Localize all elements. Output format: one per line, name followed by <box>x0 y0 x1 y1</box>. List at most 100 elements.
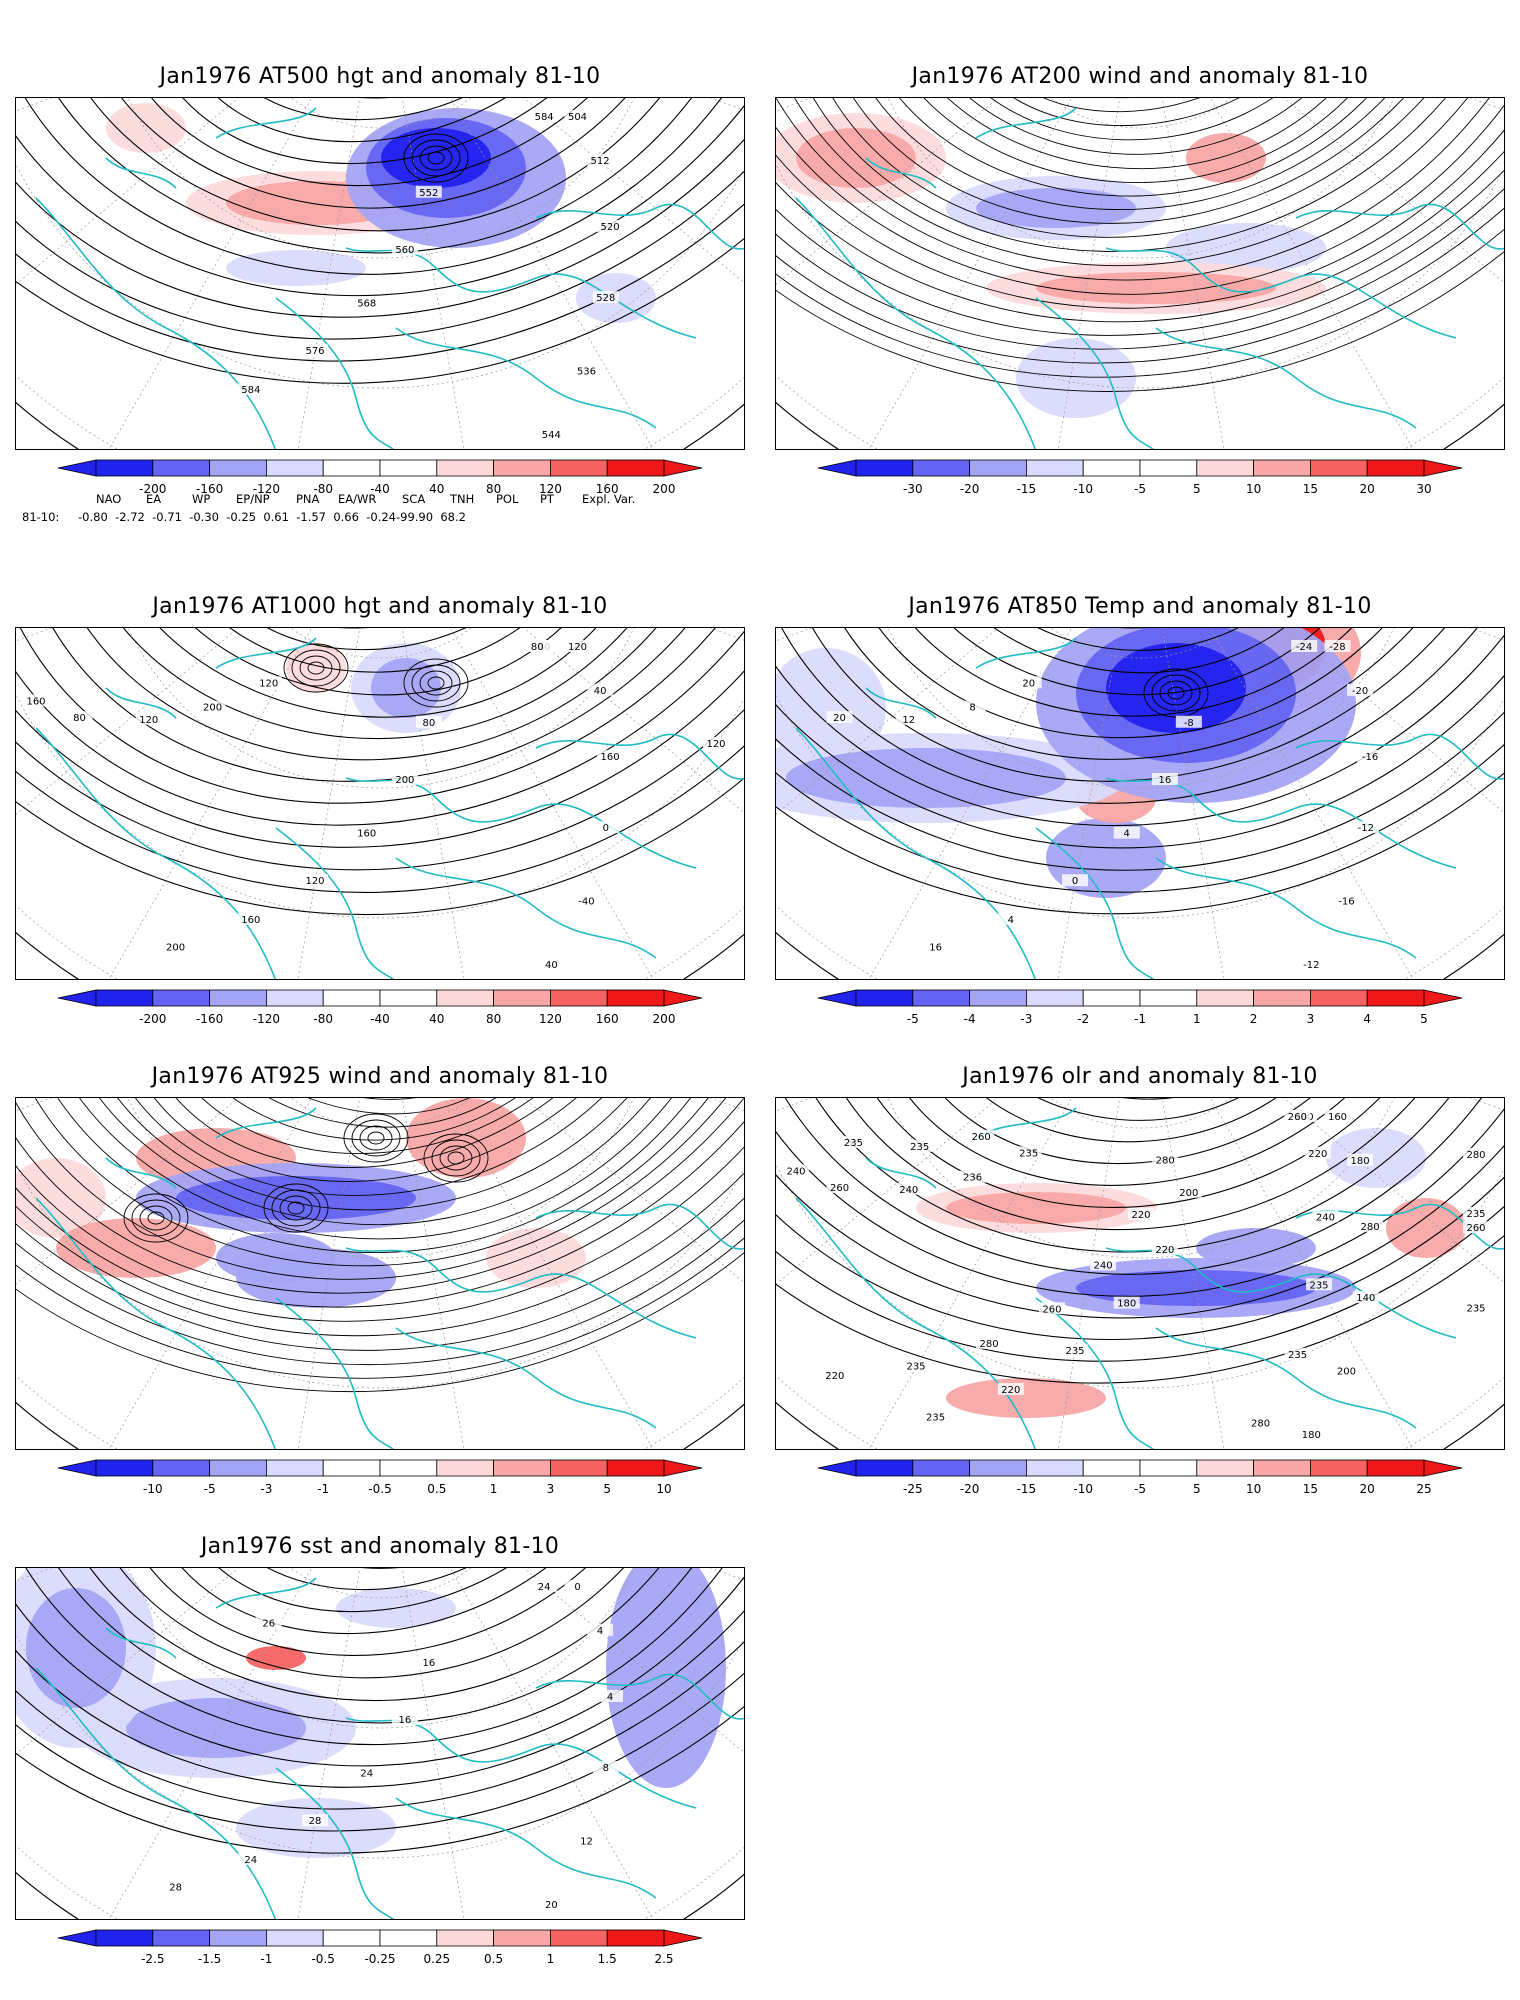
longitude-gridline <box>1140 98 1504 339</box>
contour-line <box>16 98 744 340</box>
contour-label: 260 <box>830 1183 849 1194</box>
contour-label: 20 <box>1022 678 1035 689</box>
closed-contour <box>439 1145 473 1171</box>
contour-label: 4 <box>607 1692 613 1703</box>
index-row-label: 81-10: <box>22 510 60 524</box>
contour-line <box>900 1098 1382 1165</box>
closed-contour <box>427 151 445 165</box>
coastline <box>215 637 317 669</box>
colorbar-arrow-right <box>1423 1459 1463 1477</box>
panel-sst: Jan1976 sst and anomaly 81-10 24 0 4 4 8 12 20… <box>0 1470 760 1990</box>
colorbar-tick-label: 20 <box>1359 1482 1375 1496</box>
contour-label-bg <box>1175 1185 1202 1198</box>
contour-line <box>20 628 742 782</box>
coastline <box>275 1297 397 1449</box>
contour-label: 160 <box>600 752 619 763</box>
streamline <box>173 1098 589 1141</box>
contour-label: 16 <box>422 1658 435 1669</box>
colorbar-tick-label: 120 <box>538 1012 562 1026</box>
contour-label-bg <box>237 912 264 925</box>
contour-label-bg <box>538 1898 565 1910</box>
closed-contour <box>139 1205 173 1231</box>
contour-label: 160 <box>357 829 376 840</box>
closed-contour <box>287 1201 305 1215</box>
colorbar-tick-label: -10 <box>142 1482 163 1496</box>
colorbar-labels: -5 -4 -3 -2 -1 1 2 3 4 5 <box>818 1012 1462 1028</box>
contour-line <box>776 628 1504 804</box>
contour-label-bg <box>1324 640 1351 652</box>
colorbar-tick-label: 0.5 <box>427 1482 447 1496</box>
coastline <box>105 687 177 719</box>
contour-label-bg <box>1298 958 1325 970</box>
colorbar-tick-label: 40 <box>429 1012 445 1026</box>
contour-label: 40 <box>545 960 558 971</box>
contour-label: 160 <box>241 915 260 926</box>
contour-label-bg <box>1151 1242 1178 1255</box>
panel-at850: Jan1976 AT850 Temp and anomaly 81-10 -24… <box>760 530 1520 1030</box>
index-header-row: NAO EA WP EP/NP PNA EA/WR SCA TNH POL PT… <box>22 492 722 508</box>
contour-line <box>16 628 744 826</box>
contour-label: 236 <box>963 1173 982 1184</box>
contour-label: 512 <box>591 156 610 167</box>
contour-label-bg <box>23 694 49 707</box>
coastline <box>535 1203 744 1250</box>
contour-label: 235 <box>1466 1304 1485 1315</box>
contour-label-bg <box>1015 676 1042 689</box>
contour-label: 235 <box>1309 1280 1328 1291</box>
contour-label-bg <box>1090 1258 1117 1271</box>
contour-line <box>776 1098 1504 1275</box>
contour-label: 8 <box>969 703 975 714</box>
colorbar-tick-label: 4 <box>1363 1012 1372 1026</box>
coastline <box>1035 297 1157 449</box>
contour-label-bg <box>968 1129 995 1142</box>
colorbar-segment <box>322 1929 381 1947</box>
contour-line <box>776 1098 1504 1384</box>
colorbar-arrow-left <box>817 459 857 477</box>
contour-label-bg <box>524 640 551 652</box>
contour-label: 220 <box>1155 1245 1174 1256</box>
streamline <box>776 98 1504 392</box>
contour-label-bg <box>162 1880 189 1893</box>
coastline <box>795 727 1037 979</box>
longitude-gridline <box>380 628 744 869</box>
colorbar-tick-label: 15 <box>1302 1482 1319 1496</box>
colorbar-tick-label: -40 <box>370 482 390 496</box>
colorbar-segment <box>606 1929 665 1947</box>
coastline <box>345 1247 697 1339</box>
coastline <box>865 1157 937 1189</box>
contour-label-bg <box>1347 683 1374 696</box>
closed-contour <box>1167 686 1185 700</box>
contour-line <box>170 98 592 143</box>
colorbar-segment <box>1253 1459 1311 1477</box>
map-frame: 260 160 180 280 140 200 180 200 220 180 235 220 235 2… <box>775 1097 1505 1450</box>
anomaly-shading <box>1106 643 1246 733</box>
contour-label-bg <box>895 1182 922 1195</box>
contour-label-bg <box>531 1580 558 1592</box>
closed-contour <box>359 1125 393 1151</box>
streamline <box>16 1098 744 1337</box>
latitude-gridline <box>860 1098 1422 1259</box>
closed-contour <box>351 1119 401 1157</box>
anomaly-shading <box>1326 1128 1426 1188</box>
colorbar-labels: -200 -160 -120 -80 -40 40 80 120 160 200 <box>58 1012 702 1028</box>
closed-contour <box>279 1195 313 1221</box>
streamline <box>16 1098 744 1351</box>
contour-line <box>200 628 562 651</box>
colorbar-segment <box>912 459 971 477</box>
anomaly-shading <box>371 658 441 718</box>
contour-label: 260 <box>1042 1304 1061 1315</box>
contour-line <box>776 628 1504 915</box>
longitude-gridline <box>16 1098 382 1339</box>
longitude-gridline <box>1140 1098 1239 1449</box>
closed-contour <box>343 1113 409 1163</box>
longitude-gridline <box>380 1568 744 1809</box>
index-value-row: 81-10: -0.80 -2.72 -0.71 -0.30 -0.25 0.6… <box>22 510 722 526</box>
closed-contour <box>263 1183 329 1233</box>
contour-label: 220 <box>1308 1149 1327 1160</box>
colorbar: -30 -20 -15 -10 -5 5 10 15 20 30 <box>817 459 1463 500</box>
contour-label: 200 <box>203 703 222 714</box>
contour-line <box>776 628 1504 893</box>
index-header: PT <box>540 492 554 506</box>
anomaly-shading <box>16 1158 106 1238</box>
contour-label-bg <box>1357 749 1384 762</box>
